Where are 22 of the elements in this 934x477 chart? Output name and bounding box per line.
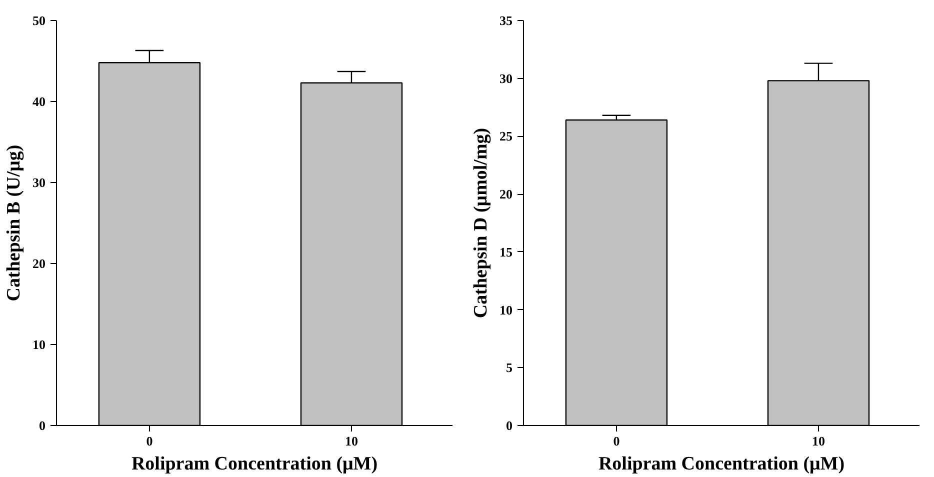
y-tick-label: 0 (39, 418, 46, 433)
y-tick-label: 15 (500, 244, 513, 260)
y-axis-title: Cathepsin D (μmol/mg) (470, 128, 492, 318)
y-tick-label: 50 (32, 13, 46, 28)
y-tick-label: 5 (506, 360, 513, 376)
y-tick-label: 30 (32, 175, 46, 190)
y-tick-label: 10 (500, 302, 512, 318)
y-tick-label: 0 (506, 418, 512, 433)
y-tick-label: 10 (32, 337, 46, 352)
x-axis-title: Rolipram Concentration (μM) (131, 454, 378, 474)
y-tick-label: 35 (500, 13, 513, 28)
y-tick-label: 40 (32, 94, 46, 109)
y-tick-label: 20 (32, 256, 46, 271)
x-axis-title: Rolipram Concentration (μM) (598, 454, 845, 474)
x-tick-label: 10 (344, 434, 358, 448)
y-tick-label: 20 (500, 186, 512, 202)
y-tick-label: 30 (500, 70, 512, 86)
x-tick-label: 0 (146, 434, 153, 448)
y-axis-title: Cathepsin B (U/μg) (4, 144, 24, 302)
x-tick-label: 10 (812, 434, 825, 448)
x-tick-label: 0 (613, 434, 620, 448)
y-tick-label: 25 (500, 128, 513, 144)
